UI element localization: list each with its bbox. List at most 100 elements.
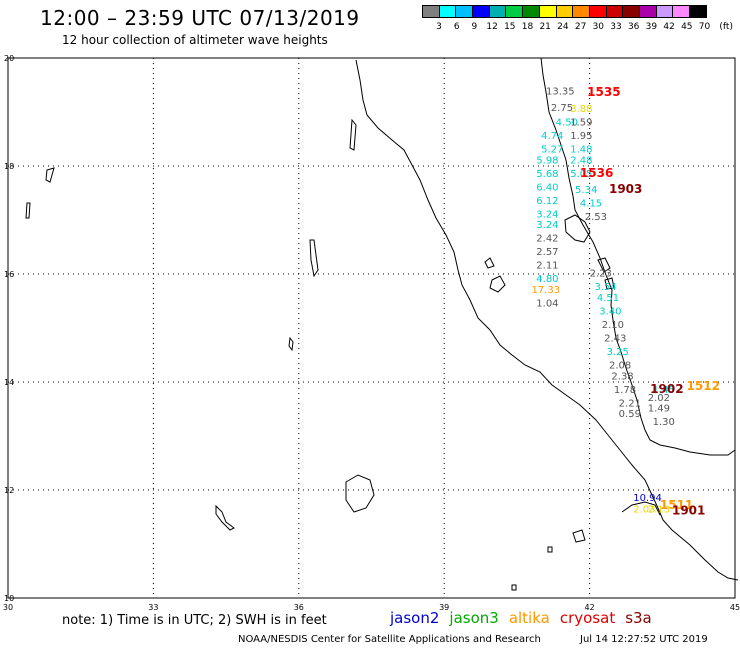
wave-height-label: 6.40 xyxy=(536,182,558,193)
x-tick-label: 42 xyxy=(585,603,595,612)
wave-height-label: 5.68 xyxy=(536,169,558,180)
wave-height-label: 17.33 xyxy=(531,285,560,296)
wave-height-label: 13.35 xyxy=(546,87,575,98)
wave-height-label: 3.40 xyxy=(599,307,621,318)
legend-label: 27 xyxy=(574,22,587,32)
wave-height-labels: 13.35 2.753.88 4.501.59 4.74 1.95 5.27 1.48 5.9… xyxy=(531,87,674,516)
inland-lake-central xyxy=(309,239,319,278)
wave-height-label: 4.15 xyxy=(580,199,602,210)
wave-height-label: 1.45 xyxy=(653,385,675,396)
generated-timestamp: Jul 14 12:27:52 UTC 2019 xyxy=(580,634,708,645)
legend-label: 24 xyxy=(557,22,569,32)
wave-height-label: 2.48 xyxy=(570,155,592,166)
legend-label: 42 xyxy=(663,22,675,32)
legend-label: 33 xyxy=(610,22,622,32)
wave-height-label: 1.04 xyxy=(536,298,558,309)
wave-height-label: 1.59 xyxy=(570,118,592,129)
wave-height-label: 2.75 xyxy=(551,103,573,114)
y-tick-label: 10 xyxy=(4,594,14,603)
satellite-legend: jason2 jason3 altika cryosat s3a xyxy=(390,609,662,627)
track-time-label: 1511 xyxy=(660,498,693,512)
inland-water-east xyxy=(349,118,357,151)
x-tick-label: 36 xyxy=(294,603,304,612)
wave-height-label: 6.12 xyxy=(536,196,558,207)
map-subtitle: 12 hour collection of altimeter wave hei… xyxy=(62,33,328,47)
legend-label: 21 xyxy=(539,22,551,32)
hanish-islands xyxy=(597,257,615,290)
legend-label: 39 xyxy=(645,22,658,32)
wave-height-label: 2.23 xyxy=(590,269,612,280)
x-tick-label: 39 xyxy=(439,603,449,612)
wave-height-label: 4.80 xyxy=(536,274,558,285)
legend-label: 30 xyxy=(592,22,605,32)
wave-height-label: 2.57 xyxy=(536,247,558,258)
wave-height-label: 1.78 xyxy=(614,385,636,396)
legend-label: (ft) xyxy=(719,22,733,32)
legend-swatch xyxy=(689,5,707,18)
wave-height-label: 2.53 xyxy=(585,212,607,223)
track-time-label: 1902 xyxy=(650,382,683,396)
footnote: note: 1) Time is in UTC; 2) SWH is in fe… xyxy=(62,613,327,628)
y-tick-label: 20 xyxy=(4,54,14,63)
wave-height-label: 5.27 xyxy=(541,145,563,156)
wave-height-label: 3.24 xyxy=(536,220,558,231)
y-tick-label: 16 xyxy=(4,270,14,279)
satellite-name: altika xyxy=(508,609,550,627)
wave-height-label: 2.11 xyxy=(536,261,558,272)
satellite-name: cryosat xyxy=(559,609,616,627)
satellite-name: jason2 xyxy=(390,609,440,627)
inland-lake xyxy=(215,504,235,531)
lake-tana xyxy=(345,474,375,513)
wave-height-label: 2.38 xyxy=(611,371,633,382)
wave-height-label: 5.34 xyxy=(575,185,597,196)
y-tick-label: 12 xyxy=(4,486,14,495)
wave-height-label: 1.95 xyxy=(570,131,592,142)
color-legend-labels: 3 6 9 12 15 18 21 24 27 30 33 36 39 42 45 70 (ft) xyxy=(422,22,740,34)
inland-river xyxy=(288,336,294,352)
x-tick-label: 33 xyxy=(148,603,158,612)
track-time-label: 1512 xyxy=(687,379,720,393)
wave-height-label: 2.21 xyxy=(619,398,641,409)
satellite-name: jason3 xyxy=(449,609,499,627)
dahlak-islands xyxy=(484,257,506,293)
wave-height-label: 3.88 xyxy=(570,104,592,115)
wave-height-label: 4.50 xyxy=(556,118,578,129)
wave-height-label: 10.94 xyxy=(633,493,662,504)
inland-lake-north xyxy=(45,167,55,183)
legend-label: 3 xyxy=(436,22,442,32)
y-tick-label: 14 xyxy=(4,378,14,387)
farasan-islands xyxy=(564,214,591,243)
axis-tick-labels: 30 33 36 39 42 45 20 18 16 14 12 10 xyxy=(3,54,740,612)
wave-height-label: 3.54 xyxy=(594,282,616,293)
wave-height-label: 3.24 xyxy=(536,209,558,220)
wave-height-label: 5.98 xyxy=(536,155,558,166)
wave-height-label: 2.02 xyxy=(648,393,670,404)
wave-height-label: 2.43 xyxy=(604,334,626,345)
track-time-label: 1903 xyxy=(609,182,642,196)
map-grid xyxy=(7,57,736,599)
track-time-label: 1536 xyxy=(580,166,613,180)
legend-label: 18 xyxy=(521,22,534,32)
wave-height-label: 4.74 xyxy=(541,131,563,142)
legend-label: 6 xyxy=(453,22,460,32)
wave-height-label: 2.03 xyxy=(633,505,655,516)
track-time-label: 1535 xyxy=(587,85,620,99)
wave-height-label: 1.48 xyxy=(570,145,592,156)
credit-line: NOAA/NESDIS Center for Satellite Applica… xyxy=(238,634,541,645)
color-legend xyxy=(422,5,707,18)
map-frame xyxy=(7,57,736,599)
wave-height-label: 4.51 xyxy=(597,293,619,304)
coastline xyxy=(25,57,739,591)
somali-coastline xyxy=(621,501,661,516)
wave-height-label: 1.49 xyxy=(648,404,670,415)
legend-label: 15 xyxy=(504,22,516,32)
track-time-label: 1901 xyxy=(672,503,705,517)
legend-label: 70 xyxy=(698,22,711,32)
wave-height-label: 0.59 xyxy=(619,409,641,420)
wave-height-label: 2.10 xyxy=(602,320,624,331)
wave-height-label: 2.08 xyxy=(609,361,631,372)
satellite-name: s3a xyxy=(625,609,652,627)
legend-label: 36 xyxy=(627,22,640,32)
